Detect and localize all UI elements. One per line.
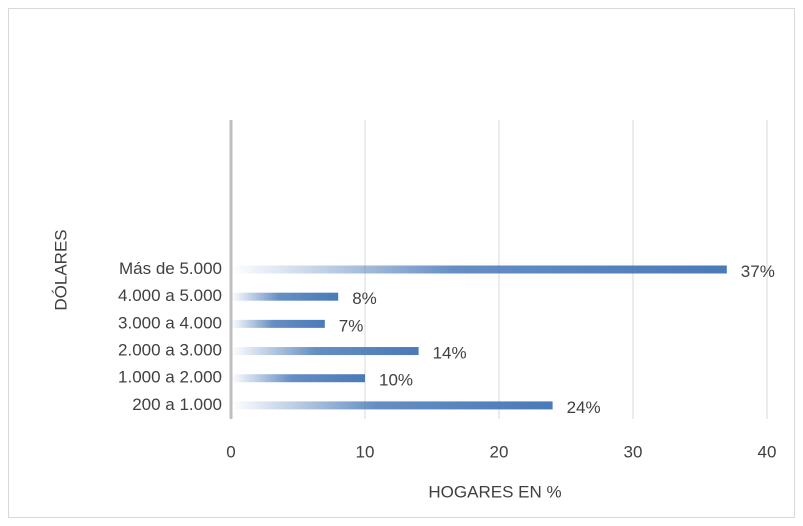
y-tick-label: 1.000 a 2.000 — [118, 368, 222, 387]
bar — [231, 265, 727, 274]
data-label: 8% — [352, 289, 377, 308]
data-label: 14% — [433, 344, 467, 363]
x-axis-label: HOGARES EN % — [428, 482, 561, 501]
x-tick-label: 10 — [356, 442, 375, 461]
data-label: 10% — [379, 371, 413, 390]
bar — [231, 401, 553, 410]
y-tick-label: 2.000 a 3.000 — [118, 341, 222, 360]
data-label: 37% — [741, 262, 775, 281]
y-tick-label: 3.000 a 4.000 — [118, 313, 222, 332]
x-tick-label: 30 — [624, 442, 643, 461]
chart-border — [8, 8, 795, 518]
x-tick-label: 0 — [226, 442, 235, 461]
data-label: 24% — [567, 398, 601, 417]
y-tick-label: 4.000 a 5.000 — [118, 286, 222, 305]
x-tick-label: 40 — [758, 442, 777, 461]
bar — [231, 292, 339, 301]
bar — [231, 374, 365, 383]
y-tick-label: 200 a 1.000 — [132, 395, 222, 414]
x-tick-label: 20 — [490, 442, 509, 461]
y-tick-label: Más de 5.000 — [119, 259, 222, 278]
bar — [231, 347, 419, 356]
y-axis-label: DÓLARES — [51, 229, 70, 310]
data-label: 7% — [339, 316, 364, 335]
bar — [231, 319, 325, 328]
